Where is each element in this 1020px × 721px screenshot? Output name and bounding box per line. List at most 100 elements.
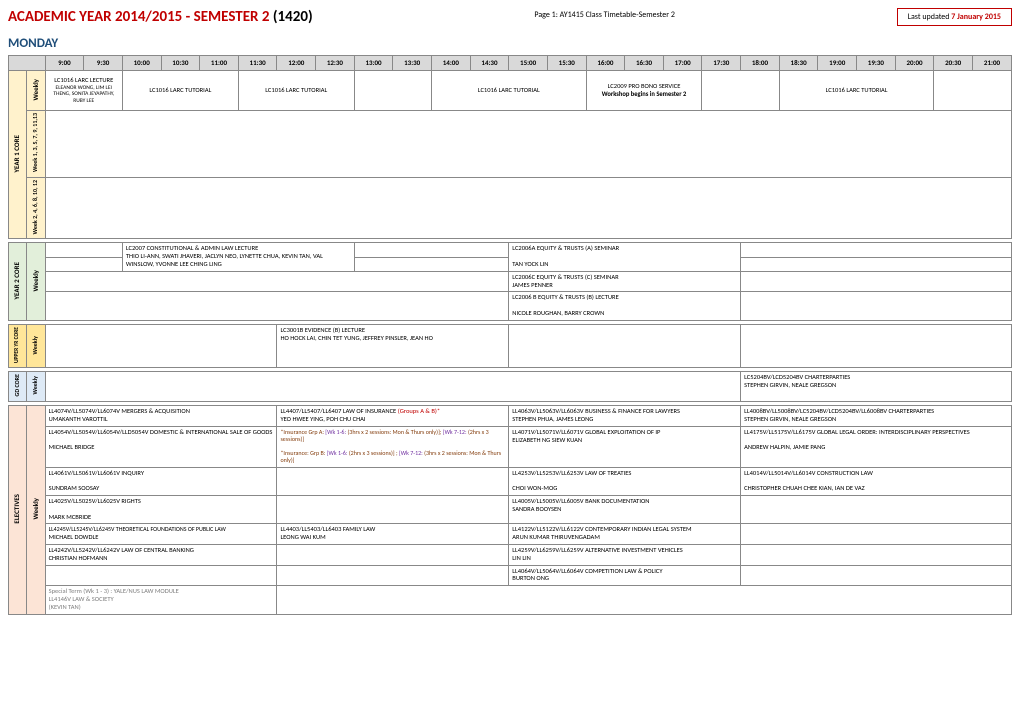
time-col: 15:30 xyxy=(547,56,586,71)
larc-tut1-cell: LC1016 LARC TUTORIAL xyxy=(122,71,238,111)
time-col: 18:30 xyxy=(779,56,818,71)
empty-cell xyxy=(741,545,1012,566)
elec-row-1: ELECTIVES Weekly LL4074V/LL5074V/LL6074V… xyxy=(9,406,1012,427)
yale-nus-cell: Special Term (Wk 1 - 3) : YALE/NUS LAW M… xyxy=(45,586,277,614)
year1-weekly-label: Weekly xyxy=(27,71,45,111)
time-col: 16:30 xyxy=(625,56,664,71)
time-col: 9:30 xyxy=(84,56,123,71)
construction-cell: LL4014V/LL5014V/LL6014V CONSTRUCTION LAW… xyxy=(741,467,1012,495)
elec-row-2: LL4054V/LL5054V/LL6054V/LLD5054V DOMESTI… xyxy=(9,426,1012,467)
domestic-sale-cell: LL4054V/LL5054V/LL6054V/LLD5054V DOMESTI… xyxy=(45,426,277,467)
equity-a-cell: LC2006A EQUITY & TRUSTS (A) SEMINAR TAN … xyxy=(509,243,741,271)
year1-odd-label: Week 1, 3, 5, 7, 9, 11,13 xyxy=(27,111,45,177)
empty-cell xyxy=(741,496,1012,524)
gd-row: GD CORE Weekly LC5204BV/LCD5204BV CHARTE… xyxy=(9,372,1012,402)
empty-cell xyxy=(45,324,277,367)
treaties-cell: LL4253V/LL5253V/LL6253V LAW OF TREATIES … xyxy=(509,467,741,495)
time-col: 14:00 xyxy=(432,56,471,71)
year2-weekly-label: Weekly xyxy=(27,243,45,320)
elec-row-6: LL4242V/LL5242V/LL6242V LAW OF CENTRAL B… xyxy=(9,545,1012,566)
empty-cell xyxy=(741,524,1012,545)
page-header: ACADEMIC YEAR 2014/2015 - SEMESTER 2 (14… xyxy=(8,8,1012,26)
evidence-cell: LC3001B EVIDENCE (B) LECTURE HO HOCK LAI… xyxy=(277,324,509,367)
time-col: 14:30 xyxy=(470,56,509,71)
public-law-cell: LL4245V/LL5245V/LL6245V THEORETICAL FOUN… xyxy=(45,524,277,545)
day-heading: MONDAY xyxy=(8,36,1012,51)
time-col: 16:00 xyxy=(586,56,625,71)
time-col: 12:00 xyxy=(277,56,316,71)
year1-label: YEAR 1 CORE xyxy=(9,71,27,239)
time-col: 11:30 xyxy=(238,56,277,71)
upper-label: UPPER YR CORE xyxy=(9,324,27,367)
empty-cell xyxy=(45,372,741,402)
year2-row1: YEAR 2 CORE Weekly LC2007 CONSTITUTIONAL… xyxy=(9,243,1012,257)
time-col: 19:30 xyxy=(857,56,896,71)
year1-even-row: Week 2, 4, 6, 8, 10, 12 xyxy=(9,177,1012,239)
gd-label: GD CORE xyxy=(9,372,27,402)
charter-elec-cell: LL4008BV/LL5008BV/LC5204BV/LCD5204BV/LL6… xyxy=(741,406,1012,427)
larc-tut4-cell: LC1016 LARC TUTORIAL xyxy=(779,71,934,111)
time-col: 17:30 xyxy=(702,56,741,71)
elec-label: ELECTIVES xyxy=(9,406,27,614)
empty-cell xyxy=(45,565,277,586)
gd-weekly-label: Weekly xyxy=(27,372,45,402)
const-law-cell: LC2007 CONSTITUTIONAL & ADMIN LAW LECTUR… xyxy=(122,243,354,271)
time-col: 12:30 xyxy=(316,56,355,71)
time-col: 13:00 xyxy=(354,56,393,71)
probono-cell: LC2009 PRO BONO SERVICE Workshop begins … xyxy=(586,71,702,111)
inquiry-cell: LL4061V/LL5061V/LL6061V INQUIRY SUNDRAM … xyxy=(45,467,277,495)
time-col: 20:00 xyxy=(895,56,934,71)
upper-row: UPPER YR CORE Weekly LC3001B EVIDENCE (B… xyxy=(9,324,1012,367)
bank-doc-cell: LL4005V/LL5005V/LL6005V BANK DOCUMENTATI… xyxy=(509,496,741,524)
mergers-cell: LL4074V/LL5074V/LL6074V MERGERS & ACQUIS… xyxy=(45,406,277,427)
empty-cell xyxy=(741,243,1012,257)
equity-b-cell: LC2006 B EQUITY & TRUSTS (B) LECTURE NIC… xyxy=(509,292,741,320)
elec-row-7: LL4064V/LL5064V/LL6064V COMPETITION LAW … xyxy=(9,565,1012,586)
empty-row xyxy=(45,111,1011,177)
page-info: Page 1: AY1415 Class Timetable-Semester … xyxy=(534,10,675,20)
empty-cell xyxy=(277,496,509,524)
main-title: ACADEMIC YEAR 2014/2015 - SEMESTER 2 (14… xyxy=(8,8,313,26)
global-legal-cell: LL4175V/LL5175V/LL6175V GLOBAL LEGAL ORD… xyxy=(741,426,1012,467)
empty-cell xyxy=(45,292,509,320)
insurance-cell: LL4407/LL5407/LL6407 LAW OF INSURANCE (G… xyxy=(277,406,509,427)
empty-cell xyxy=(741,324,1012,367)
corner-cell xyxy=(9,56,46,71)
year1-even-label: Week 2, 4, 6, 8, 10, 12 xyxy=(27,177,45,239)
empty-cell xyxy=(354,71,431,111)
time-col: 10:30 xyxy=(161,56,200,71)
elec-row-8: Special Term (Wk 1 - 3) : YALE/NUS LAW M… xyxy=(9,586,1012,614)
year2-row3: LC2006 B EQUITY & TRUSTS (B) LECTURE NIC… xyxy=(9,292,1012,320)
time-col: 21:00 xyxy=(972,56,1011,71)
gd-charter-cell: LC5204BV/LCD5204BV CHARTERPARTIES STEPHE… xyxy=(741,372,1012,402)
empty-cell xyxy=(277,565,509,586)
elec-weekly-label: Weekly xyxy=(27,406,45,614)
central-banking-cell: LL4242V/LL5242V/LL6242V LAW OF CENTRAL B… xyxy=(45,545,277,566)
time-col: 10:00 xyxy=(122,56,161,71)
timetable: 9:00 9:30 10:00 10:30 11:00 11:30 12:00 … xyxy=(8,55,1012,615)
larc-lecture-cell: LC1016 LARC LECTURE ELEANOR WONG, LIM LE… xyxy=(45,71,122,111)
equity-c-cell: LC2006C EQUITY & TRUSTS (C) SEMINAR JAME… xyxy=(509,271,741,292)
empty-cell xyxy=(509,324,741,367)
family-law-cell: LL4403/LL5403/LL6403 FAMILY LAW LEONG WA… xyxy=(277,524,509,545)
time-col: 9:00 xyxy=(45,56,84,71)
time-col: 18:00 xyxy=(741,56,780,71)
year1-odd-row: Week 1, 3, 5, 7, 9, 11,13 xyxy=(9,111,1012,177)
upper-weekly-label: Weekly xyxy=(27,324,45,367)
empty-row xyxy=(45,177,1011,239)
time-col: 11:00 xyxy=(200,56,239,71)
larc-tut2-cell: LC1016 LARC TUTORIAL xyxy=(238,71,354,111)
year2-row2: LC2006C EQUITY & TRUSTS (C) SEMINAR JAME… xyxy=(9,271,1012,292)
elec-row-3: LL4061V/LL5061V/LL6061V INQUIRY SUNDRAM … xyxy=(9,467,1012,495)
larc-tut3-cell: LC1016 LARC TUTORIAL xyxy=(432,71,587,111)
empty-cell xyxy=(277,467,509,495)
empty-cell xyxy=(277,545,509,566)
time-header-row: 9:00 9:30 10:00 10:30 11:00 11:30 12:00 … xyxy=(9,56,1012,71)
competition-cell: LL4064V/LL5064V/LL6064V COMPETITION LAW … xyxy=(509,565,741,586)
time-col: 19:00 xyxy=(818,56,857,71)
time-col: 20:30 xyxy=(934,56,973,71)
empty-cell xyxy=(45,243,122,257)
empty-cell xyxy=(934,71,1012,111)
bizfin-cell: LL4063V/LL5063V/LL6063V BUSINESS & FINAN… xyxy=(509,406,741,427)
elec-row-4: LL4025V/LL5025V/LL6025V RIGHTS MARK MCBR… xyxy=(9,496,1012,524)
